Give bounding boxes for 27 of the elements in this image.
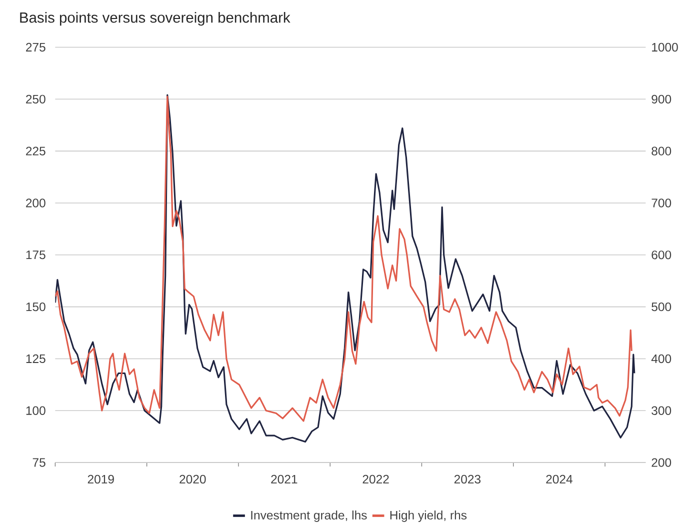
x-tick-label: 2023 <box>454 475 481 484</box>
legend-label: High yield, rhs <box>390 510 467 522</box>
y2-tick-label: 200 <box>652 458 672 468</box>
y-tick-label: 125 <box>26 354 46 364</box>
y-tick-label: 175 <box>26 250 46 260</box>
y2-tick-label: 800 <box>652 146 672 156</box>
y-tick-label: 250 <box>26 95 46 104</box>
y-tick-label: 275 <box>26 43 46 52</box>
x-tick-label: 2022 <box>362 475 389 484</box>
y2-tick-label: 300 <box>652 406 672 416</box>
y-tick-label: 225 <box>26 146 46 156</box>
y-tick-label: 100 <box>26 406 46 416</box>
y2-tick-label: 1000 <box>652 43 678 52</box>
y2-tick-label: 500 <box>652 302 672 312</box>
x-tick-label: 2020 <box>180 475 206 484</box>
y-tick-label: 200 <box>26 198 46 208</box>
legend-label: Investment grade, lhs <box>251 510 367 522</box>
y-tick-label: 75 <box>32 458 46 468</box>
y-tick-label: 150 <box>26 302 46 312</box>
y2-tick-label: 400 <box>651 354 672 364</box>
chart-title: Basis points versus sovereign benchmark <box>20 12 290 26</box>
x-tick-label: 2021 <box>271 475 298 484</box>
y2-tick-label: 700 <box>652 198 672 208</box>
y2-tick-label: 900 <box>652 95 672 104</box>
x-tick-label: 2019 <box>88 475 114 484</box>
y2-tick-label: 600 <box>652 250 672 260</box>
x-tick-label: 2024 <box>546 475 572 484</box>
